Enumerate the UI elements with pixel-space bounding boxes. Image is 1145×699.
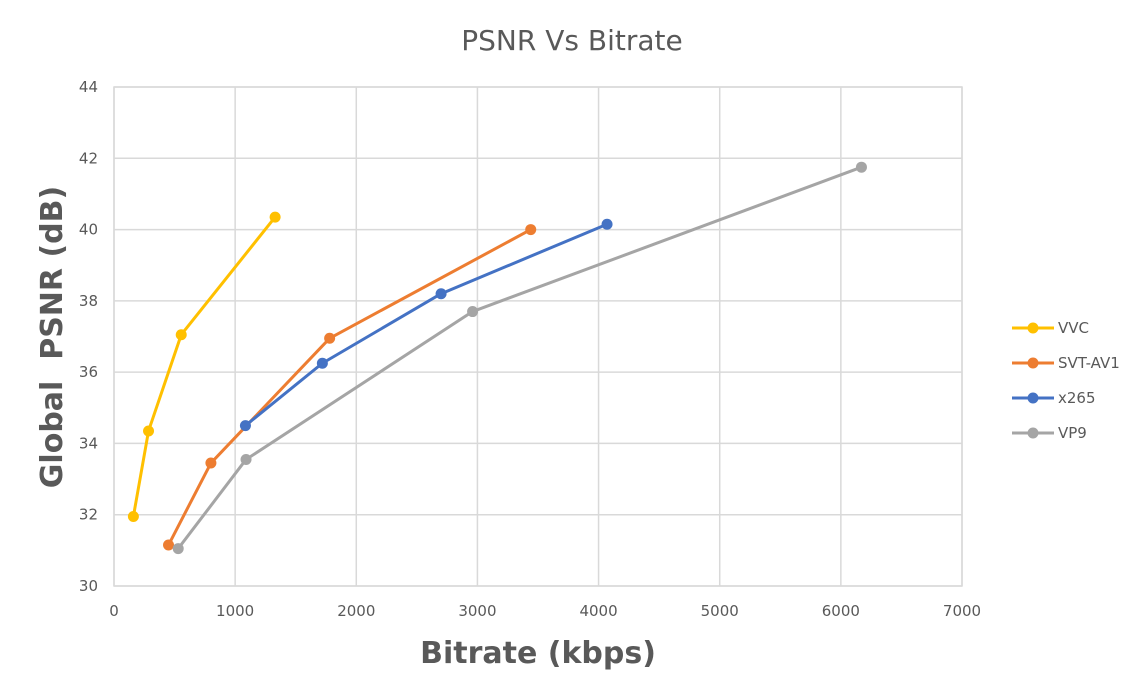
series-line <box>167 228 532 546</box>
legend-label: SVT-AV1 <box>1058 354 1120 372</box>
y-axis-label: Global PSNR (dB) <box>35 186 70 488</box>
x-tick-label: 1000 <box>216 602 254 620</box>
data-point <box>205 457 217 469</box>
data-point <box>143 425 155 437</box>
data-point <box>525 224 537 236</box>
data-point <box>855 161 867 173</box>
y-tick-label: 34 <box>79 434 98 452</box>
legend-marker <box>1027 392 1039 404</box>
data-point <box>324 332 336 344</box>
series-svt-av1 <box>163 224 537 551</box>
data-point <box>601 218 613 230</box>
x-tick-label: 6000 <box>822 602 860 620</box>
plot-frame <box>113 86 963 587</box>
legend: VVC SVT-AV1 x265 VP9 <box>1012 319 1120 442</box>
legend-label: VVC <box>1058 319 1089 337</box>
data-point <box>269 211 281 223</box>
series-line <box>244 222 608 427</box>
x-tick-labels: 0 1000 2000 3000 4000 5000 6000 7000 <box>109 602 981 620</box>
legend-label: VP9 <box>1058 424 1087 442</box>
y-tick-label: 36 <box>79 363 98 381</box>
series-vvc <box>127 211 281 522</box>
data-point <box>127 510 139 522</box>
legend-marker <box>1027 322 1039 334</box>
data-point <box>435 288 447 300</box>
series-line <box>131 216 277 517</box>
legend-item: SVT-AV1 <box>1012 354 1120 372</box>
legend-item: x265 <box>1012 389 1096 407</box>
chart-title: PSNR Vs Bitrate <box>461 24 682 57</box>
data-point <box>467 306 479 318</box>
y-tick-label: 38 <box>79 292 98 310</box>
x-tick-label: 7000 <box>943 602 981 620</box>
data-point <box>316 357 328 369</box>
y-tick-labels: 30 32 34 36 38 40 42 44 <box>79 78 98 595</box>
y-tick-label: 42 <box>79 149 98 167</box>
x-tick-label: 5000 <box>701 602 739 620</box>
legend-marker <box>1027 427 1039 439</box>
legend-item: VP9 <box>1012 424 1087 442</box>
data-point <box>163 539 175 551</box>
y-tick-label: 32 <box>79 506 98 524</box>
x-tick-label: 0 <box>109 602 119 620</box>
x-tick-label: 2000 <box>337 602 375 620</box>
legend-marker <box>1027 357 1039 369</box>
x-tick-label: 4000 <box>579 602 617 620</box>
data-series <box>127 161 867 555</box>
data-point <box>239 420 251 432</box>
grid-lines <box>113 86 963 587</box>
data-point <box>175 329 187 341</box>
x-axis-label: Bitrate (kbps) <box>420 636 656 671</box>
y-tick-label: 30 <box>79 577 98 595</box>
data-point <box>172 543 184 555</box>
series-x265 <box>239 218 613 432</box>
series-vp9 <box>172 161 867 555</box>
series-line <box>177 165 862 550</box>
y-tick-label: 44 <box>79 78 98 96</box>
legend-label: x265 <box>1058 389 1096 407</box>
y-tick-label: 40 <box>79 221 98 239</box>
data-point <box>240 453 252 465</box>
x-tick-label: 3000 <box>458 602 496 620</box>
legend-item: VVC <box>1012 319 1089 337</box>
